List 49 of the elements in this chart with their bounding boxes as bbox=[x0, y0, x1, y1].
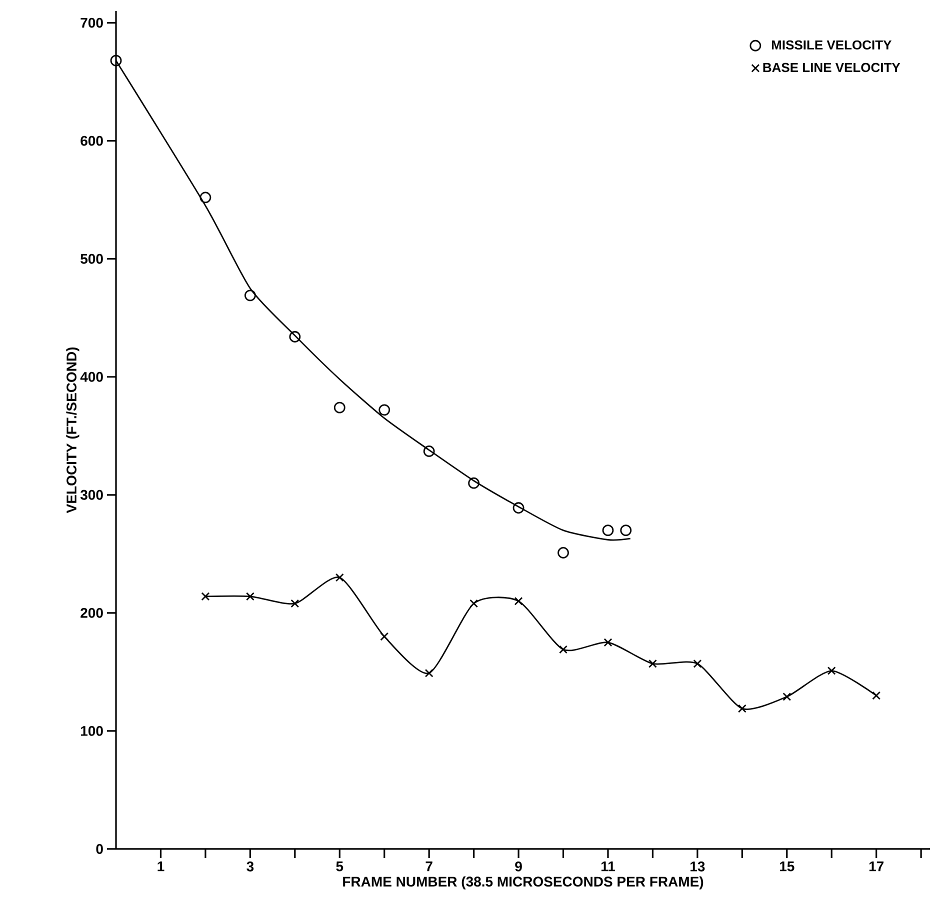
point bbox=[559, 645, 568, 654]
point bbox=[423, 446, 435, 457]
point bbox=[693, 659, 702, 668]
x-axis-title: FRAME NUMBER (38.5 MICROSECONDS PER FRAME) bbox=[343, 876, 704, 890]
x-tick-label: 13 bbox=[690, 862, 705, 872]
point bbox=[738, 704, 746, 713]
point bbox=[246, 592, 254, 601]
y-axis-title: VELOCITY (FT./SECOND) bbox=[66, 347, 80, 514]
point bbox=[648, 659, 657, 668]
point bbox=[827, 666, 836, 675]
point bbox=[468, 477, 480, 489]
point bbox=[604, 638, 612, 647]
y-tick-label: 400 bbox=[80, 372, 103, 382]
y-tick-label: 100 bbox=[80, 726, 103, 736]
x-tick-label: 1 bbox=[158, 862, 164, 872]
y-tick-label: 700 bbox=[80, 18, 103, 28]
point bbox=[782, 692, 792, 701]
y-tick-label: 500 bbox=[80, 254, 103, 264]
point bbox=[244, 290, 256, 302]
point bbox=[470, 599, 478, 608]
y-tick-label: 300 bbox=[80, 490, 103, 500]
y-tick-label: 0 bbox=[96, 844, 103, 854]
y-tick-label: 200 bbox=[80, 608, 103, 618]
point bbox=[378, 404, 390, 416]
x-tick-label: 3 bbox=[246, 862, 254, 872]
point bbox=[201, 592, 210, 601]
point bbox=[558, 547, 569, 558]
x-tick-label: 11 bbox=[601, 862, 615, 872]
point bbox=[290, 599, 300, 608]
point bbox=[424, 668, 434, 678]
legend-label: BASE LINE VELOCITY bbox=[763, 62, 900, 72]
x-tick-label: 7 bbox=[426, 862, 432, 872]
x-tick-label: 9 bbox=[515, 862, 522, 872]
y-tick-label: 600 bbox=[80, 136, 103, 146]
point bbox=[335, 573, 344, 582]
x-tick-label: 15 bbox=[780, 862, 794, 872]
legend-label: MISSILE VELOCITY bbox=[772, 40, 892, 50]
point bbox=[872, 691, 881, 700]
point bbox=[289, 331, 301, 342]
x-tick-label: 5 bbox=[336, 862, 344, 872]
point bbox=[200, 192, 212, 204]
point bbox=[620, 524, 632, 536]
point bbox=[512, 502, 524, 514]
point bbox=[110, 54, 122, 66]
x-tick-label: 17 bbox=[869, 862, 884, 872]
point bbox=[334, 402, 346, 414]
point bbox=[380, 632, 389, 641]
point bbox=[514, 596, 523, 606]
point bbox=[602, 524, 614, 536]
